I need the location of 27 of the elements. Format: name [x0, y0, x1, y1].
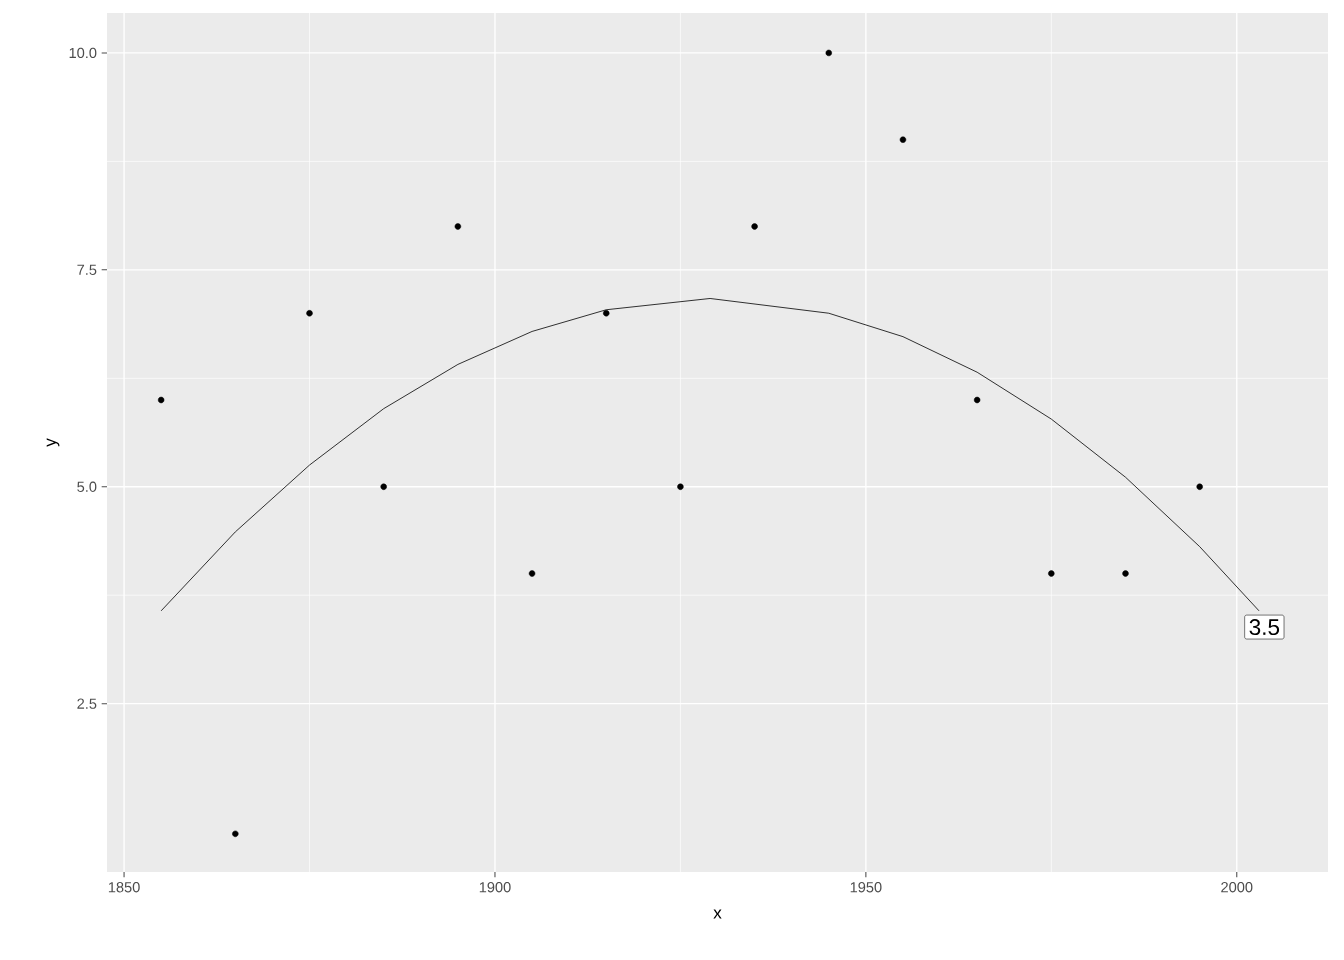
- point: [1048, 570, 1055, 577]
- point: [306, 310, 313, 317]
- y-tick-label: 7.5: [77, 264, 97, 275]
- point: [528, 570, 536, 577]
- x-tick-label: 1850: [108, 882, 140, 893]
- y-tick-label: 2.5: [77, 698, 97, 709]
- annotation: 3.5: [1249, 619, 1280, 636]
- point: [751, 223, 758, 230]
- point: [899, 136, 907, 143]
- x-tick-label: 1950: [850, 882, 882, 893]
- x-tick-label: 2000: [1221, 882, 1253, 893]
- y-axis-title: y: [46, 438, 60, 447]
- point: [1196, 483, 1203, 490]
- point: [454, 223, 462, 230]
- point: [973, 396, 981, 404]
- point: [1122, 570, 1129, 577]
- line-series: [160, 298, 1260, 612]
- point: [825, 49, 832, 57]
- point: [380, 483, 387, 490]
- x-axis-title: x: [713, 909, 722, 919]
- point: [157, 396, 165, 404]
- point: [232, 830, 239, 838]
- y-tick-label: 5.0: [77, 481, 97, 492]
- y-tick-label: 10.0: [69, 47, 97, 59]
- point: [677, 483, 684, 490]
- x-tick-label: 1900: [479, 882, 511, 893]
- point: [603, 310, 610, 317]
